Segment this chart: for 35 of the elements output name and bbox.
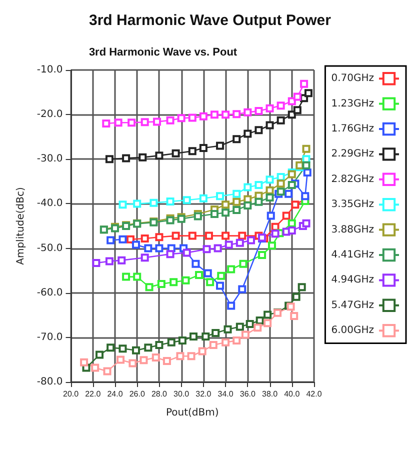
legend-label: 4.41GHz <box>331 250 374 260</box>
chart-subtitle: 3rd Harmonic Wave vs. Pout <box>88 46 238 58</box>
x-tick-label: 28.0 <box>151 390 168 398</box>
x-tick-label: 38.0 <box>262 390 278 398</box>
x-axis-title: Pout(dBm) <box>166 408 219 418</box>
legend-label: 5.47GHz <box>331 300 374 311</box>
y-tick-label: -50.0 <box>36 242 63 254</box>
y-tick-label: -20.0 <box>36 109 63 120</box>
x-tick-label: 34.0 <box>218 390 234 398</box>
legend-label: 4.94GHz <box>331 274 374 286</box>
x-tick-label: 24.0 <box>107 390 124 398</box>
y-tick-label: -60.0 <box>36 287 63 298</box>
legend-label: 3.88GHz <box>331 224 374 236</box>
x-tick-label: 22.0 <box>85 390 102 398</box>
y-tick-label: -40.0 <box>36 198 63 210</box>
y-axis-title: Amplitude(dBc) <box>16 187 26 265</box>
y-tick-label: -70.0 <box>36 332 63 343</box>
x-tick-label: 36.0 <box>240 390 256 398</box>
x-tick-label: 32.0 <box>196 390 212 398</box>
legend-label: 1.23GHz <box>331 98 374 110</box>
legend-label: 0.70GHz <box>331 73 374 84</box>
legend-label: 1.76GHz <box>331 124 374 134</box>
y-tick-label: -80.0 <box>36 376 63 388</box>
x-tick-label: 40.0 <box>284 390 300 398</box>
legend-label: 2.82GHz <box>331 174 374 185</box>
legend-label: 3.35GHz <box>331 199 374 210</box>
chart-title: 3rd Harmonic Wave Output Power <box>89 12 332 29</box>
x-tick-label: 20.0 <box>62 390 80 398</box>
y-tick-label: -10.0 <box>36 64 63 76</box>
x-tick-label: 26.0 <box>129 390 146 398</box>
x-tick-label: 42.0 <box>306 390 322 398</box>
legend-label: 2.29GHz <box>331 148 374 160</box>
x-tick-label: 30.0 <box>174 390 190 398</box>
legend-label: 6.00GHz <box>331 325 374 336</box>
y-tick-label: -30.0 <box>36 154 63 165</box>
